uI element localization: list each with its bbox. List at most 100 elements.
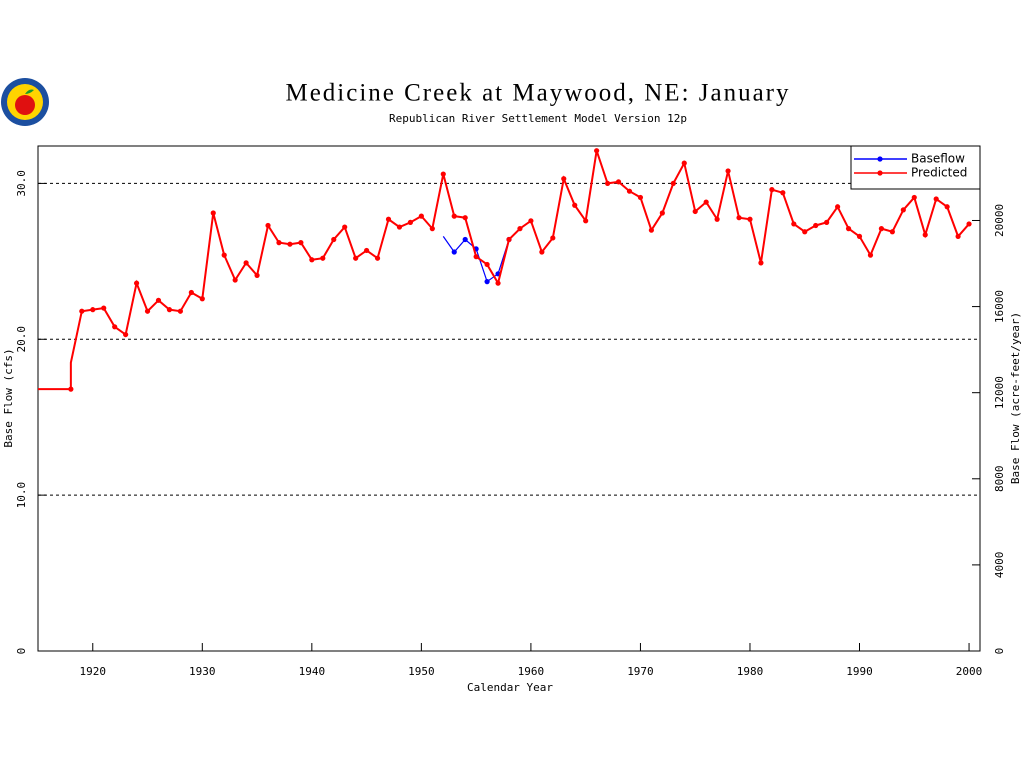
data-point — [933, 196, 939, 202]
data-point — [473, 254, 479, 260]
y2-axis-label: Base Flow (acre-feet/year) — [1009, 312, 1022, 484]
y2-tick-label: 4000 — [993, 552, 1006, 579]
data-point — [506, 236, 512, 243]
data-point — [747, 216, 753, 222]
logo — [1, 78, 49, 126]
data-point — [889, 229, 895, 235]
data-point — [637, 194, 644, 201]
data-point — [484, 261, 490, 268]
x-tick-label: 2000 — [956, 665, 983, 678]
data-point — [878, 226, 885, 232]
data-point — [232, 277, 238, 283]
data-point — [331, 236, 337, 243]
data-point — [90, 307, 96, 313]
y2-tick-label: 8000 — [993, 466, 1006, 493]
data-point — [451, 249, 457, 255]
data-point — [561, 176, 567, 182]
data-point — [900, 207, 906, 213]
data-point — [824, 219, 830, 225]
data-point — [769, 187, 775, 193]
data-point — [604, 180, 611, 187]
y2-tick-label: 12000 — [993, 376, 1006, 409]
data-point — [802, 229, 808, 235]
data-point — [758, 260, 764, 266]
x-tick-label: 1940 — [299, 665, 326, 678]
data-point — [922, 232, 928, 238]
data-point — [320, 255, 326, 261]
data-point — [418, 213, 424, 219]
data-point — [462, 215, 468, 221]
data-point — [583, 218, 589, 224]
legend-box — [850, 145, 981, 190]
chart-subtitle: Republican River Settlement Model Versio… — [389, 112, 687, 125]
data-point — [780, 190, 786, 196]
data-point — [287, 241, 293, 247]
data-point — [670, 180, 676, 187]
y-tick-label: 0 — [15, 648, 28, 655]
x-axis-label: Calendar Year — [467, 681, 553, 694]
data-point — [364, 247, 370, 254]
data-point — [342, 224, 348, 230]
data-point — [68, 386, 74, 392]
data-point — [517, 226, 523, 232]
data-point — [966, 221, 972, 227]
data-point — [243, 260, 249, 266]
data-point — [309, 257, 315, 263]
data-point — [144, 308, 151, 314]
data-point — [353, 255, 359, 261]
data-point — [396, 224, 403, 230]
data-point — [440, 171, 446, 177]
data-point — [626, 188, 633, 194]
data-point — [385, 216, 392, 222]
data-point — [681, 160, 687, 166]
y-axis-label: Base Flow (cfs) — [2, 348, 15, 447]
data-point — [484, 279, 490, 285]
data-point — [276, 240, 282, 246]
legend-marker — [877, 156, 883, 162]
y2-tick-label: 16000 — [993, 290, 1006, 323]
data-point — [188, 289, 194, 296]
data-point — [265, 222, 271, 229]
data-point — [199, 296, 205, 302]
y-tick-label: 20.0 — [15, 326, 28, 353]
x-tick-label: 1930 — [189, 665, 216, 678]
x-tick-label: 1990 — [846, 665, 873, 678]
data-point — [221, 252, 227, 258]
data-point — [79, 308, 85, 314]
data-point — [112, 324, 118, 330]
data-point — [736, 215, 742, 221]
data-point — [550, 235, 556, 241]
data-point — [133, 280, 140, 286]
data-point — [703, 199, 709, 205]
data-point — [955, 233, 961, 240]
y-tick-label: 10.0 — [15, 482, 28, 509]
data-point — [374, 255, 381, 261]
series-line — [38, 150, 970, 391]
data-point — [725, 168, 731, 174]
legend-marker — [877, 170, 883, 176]
data-point — [572, 202, 578, 208]
x-tick-label: 1920 — [80, 665, 107, 678]
x-tick-label: 1980 — [737, 665, 764, 678]
data-point — [254, 272, 260, 278]
data-point — [298, 240, 304, 246]
chart-title: Medicine Creek at Maywood, NE: January — [285, 80, 790, 107]
data-point — [177, 308, 183, 314]
data-point — [845, 226, 852, 232]
y2-tick-label: 0 — [993, 648, 1006, 655]
data-point — [615, 179, 622, 185]
data-point — [528, 218, 534, 224]
data-point — [867, 252, 874, 258]
data-point — [210, 210, 216, 216]
data-point — [911, 194, 917, 201]
data-point — [648, 227, 654, 233]
data-point — [835, 204, 841, 210]
data-point — [101, 305, 107, 311]
legend-label: Baseflow — [911, 152, 965, 166]
x-tick-label: 1960 — [518, 665, 545, 678]
data-point — [451, 213, 457, 219]
x-tick-label: 1970 — [627, 665, 654, 678]
plot-frame — [37, 145, 981, 652]
data-point — [692, 208, 698, 215]
